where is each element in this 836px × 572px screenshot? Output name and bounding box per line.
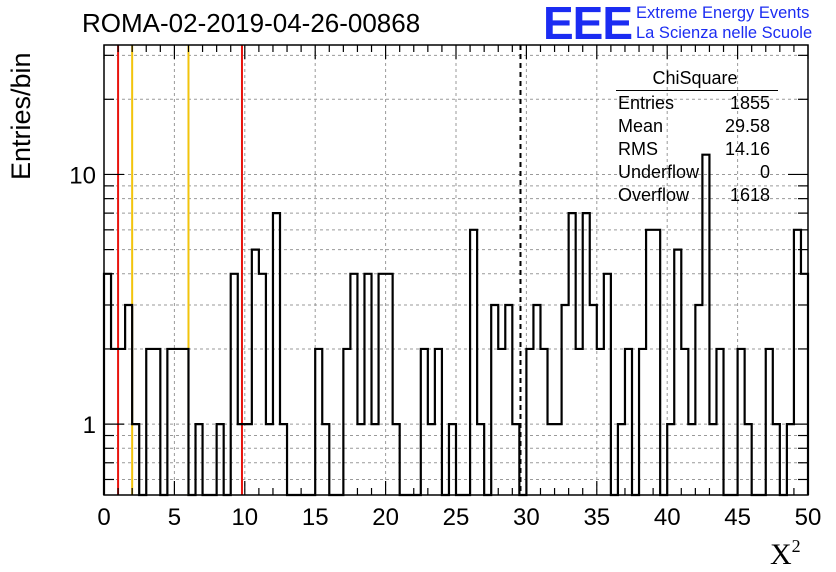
eee-logo-text: Extreme Energy Events La Scienza nelle S… (636, 3, 812, 43)
x-tick-label: 0 (97, 504, 110, 531)
x-axis-label: X2 (770, 536, 801, 572)
stats-value: 14.16 (724, 139, 770, 159)
logo-line-1: Extreme Energy Events (636, 4, 810, 22)
logo-line-2: La Scienza nelle Scuole (636, 24, 813, 42)
x-tick-label: 15 (302, 504, 329, 531)
x-tick-label: 30 (513, 504, 540, 531)
x-tick-label: 35 (583, 504, 610, 531)
stats-label: Mean (618, 116, 664, 136)
x-tick-label: 10 (231, 504, 258, 531)
stats-label: Underflow (618, 162, 700, 182)
chart-title: ROMA-02-2019-04-26-00868 (82, 8, 421, 38)
stats-title-underline (616, 90, 778, 91)
stats-box: ChiSquare Entries 1855 Mean 29.58 RMS 14.16… (612, 66, 778, 205)
stats-label: Entries (618, 93, 675, 113)
x-tick-label: 40 (654, 504, 681, 531)
stats-value: 1855 (729, 93, 770, 113)
stats-label: RMS (618, 139, 658, 159)
histogram-series (102, 153, 810, 497)
eee-logo: EEE (543, 0, 633, 49)
x-tick-label: 50 (795, 504, 822, 531)
stats-value: 0 (759, 162, 770, 182)
x-axis-label-superscript: 2 (791, 536, 801, 556)
stats-value: 1618 (729, 185, 770, 205)
x-tick-label: 45 (724, 504, 751, 531)
y-axis-label: Entries/bin (6, 52, 36, 180)
y-tick-label: 10 (69, 162, 96, 189)
x-tick-label: 20 (372, 504, 399, 531)
stats-title: ChiSquare (652, 68, 738, 88)
x-tick-label: 25 (443, 504, 470, 531)
x-axis-label-base: X (770, 538, 792, 571)
stats-label: Overflow (618, 185, 690, 205)
stats-value: 29.58 (724, 116, 770, 136)
x-tick-label: 5 (168, 504, 181, 531)
y-tick-label: 1 (83, 412, 96, 439)
